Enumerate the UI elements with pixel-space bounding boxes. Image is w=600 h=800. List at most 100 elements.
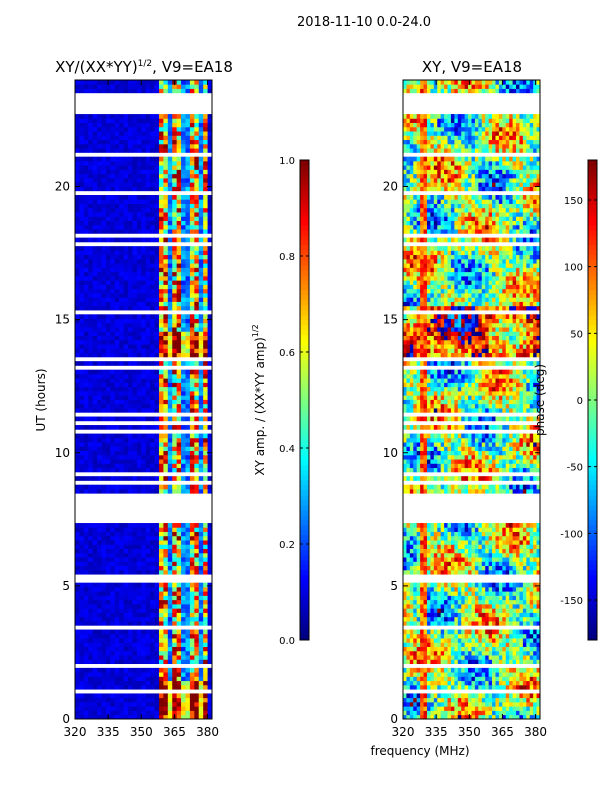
heatmap-cell	[194, 437, 200, 443]
heatmap-cell	[150, 565, 155, 571]
heatmap-cell	[150, 603, 155, 609]
heatmap-cell	[176, 177, 182, 183]
heatmap-cell	[502, 595, 507, 601]
heatmap-cell	[154, 220, 160, 226]
heatmap-cell	[185, 706, 191, 711]
heatmap-cell	[101, 595, 107, 601]
heatmap-cell	[150, 301, 155, 307]
heatmap-cell	[194, 693, 200, 699]
heatmap-cell	[141, 203, 147, 209]
heatmap-cell	[416, 667, 421, 673]
heatmap-cell	[522, 586, 527, 592]
heatmap-cell	[485, 612, 490, 618]
heatmap-cell	[485, 693, 490, 699]
heatmap-cell	[145, 612, 151, 618]
heatmap-cell	[172, 186, 178, 192]
heatmap-cell	[83, 684, 89, 690]
heatmap-cell	[207, 633, 213, 639]
heatmap-cell	[88, 442, 94, 447]
heatmap-cell	[79, 454, 85, 460]
heatmap-cell	[409, 697, 414, 703]
heatmap-cell	[145, 369, 151, 375]
heatmap-cell	[163, 80, 169, 85]
heatmap-cell	[454, 608, 459, 613]
heatmap-cell	[158, 527, 164, 532]
heatmap-cell	[119, 361, 125, 366]
heatmap-cell	[498, 582, 503, 588]
heatmap-cell	[110, 216, 116, 221]
heatmap-cell	[207, 595, 213, 601]
heatmap-cell	[114, 408, 120, 413]
heatmap-cell	[461, 612, 466, 618]
heatmap-cell	[88, 344, 94, 349]
heatmap-cell	[172, 84, 178, 89]
heatmap-cell	[141, 378, 147, 383]
heatmap-cell	[163, 160, 169, 166]
heatmap-cell	[172, 246, 178, 251]
heatmap-cell	[203, 442, 208, 447]
heatmap-cell	[516, 595, 520, 601]
heatmap-cell	[150, 143, 155, 149]
heatmap-cell	[481, 714, 486, 720]
heatmap-cell	[136, 118, 142, 123]
heatmap-cell	[88, 659, 94, 665]
heatmap-cell	[105, 135, 111, 141]
heatmap-cell	[189, 126, 195, 132]
heatmap-cell	[403, 595, 407, 601]
heatmap-cell	[426, 612, 431, 618]
heatmap-cell	[105, 177, 111, 183]
heatmap-cell	[128, 216, 133, 221]
heatmap-cell	[132, 339, 138, 345]
heatmap-cell	[172, 220, 178, 226]
heatmap-cell	[141, 182, 147, 187]
heatmap-cell	[136, 186, 142, 192]
heatmap-cell	[167, 275, 173, 281]
heatmap-cell	[158, 672, 164, 677]
heatmap-cell	[203, 557, 208, 562]
heatmap-cell	[488, 659, 493, 665]
heatmap-cell	[172, 165, 178, 170]
heatmap-cell	[416, 616, 421, 622]
heatmap-cell	[194, 160, 200, 166]
heatmap-cell	[426, 680, 431, 686]
heatmap-cell	[119, 258, 125, 264]
heatmap-cell	[141, 586, 147, 592]
heatmap-cell	[181, 633, 186, 639]
heatmap-cell	[189, 352, 195, 358]
heatmap-cell	[488, 582, 493, 588]
heatmap-cell	[172, 595, 178, 601]
heatmap-cell	[136, 706, 142, 711]
heatmap-cell	[176, 697, 182, 703]
heatmap-cell	[101, 114, 107, 119]
heatmap-cell	[420, 706, 424, 711]
heatmap-cell	[141, 139, 147, 145]
heatmap-cell	[495, 591, 500, 596]
heatmap-cell	[145, 207, 151, 213]
heatmap-cell	[207, 331, 213, 336]
heatmap-cell	[198, 484, 204, 490]
heatmap-cell	[119, 684, 125, 690]
heatmap-cell	[75, 186, 80, 192]
heatmap-cell	[172, 339, 178, 345]
heatmap-cell	[141, 642, 147, 647]
heatmap-cell	[403, 701, 407, 707]
heatmap-cell	[79, 378, 85, 383]
heatmap-cell	[132, 352, 138, 358]
heatmap-cell	[198, 173, 204, 179]
heatmap-cell	[433, 629, 438, 635]
heatmap-cell	[172, 697, 178, 703]
heatmap-cell	[128, 672, 133, 677]
heatmap-cell	[464, 638, 469, 643]
heatmap-cell	[88, 293, 94, 298]
heatmap-cell	[123, 114, 129, 119]
heatmap-cell	[83, 706, 89, 711]
heatmap-cell	[529, 659, 534, 665]
heatmap-cell	[83, 301, 89, 307]
heatmap-cell	[176, 693, 182, 699]
heatmap-cell	[163, 126, 169, 132]
heatmap-cell	[533, 667, 537, 673]
heatmap-cell	[485, 676, 490, 682]
heatmap-cell	[154, 148, 160, 153]
heatmap-cell	[536, 676, 541, 682]
heatmap-cell	[97, 344, 102, 349]
